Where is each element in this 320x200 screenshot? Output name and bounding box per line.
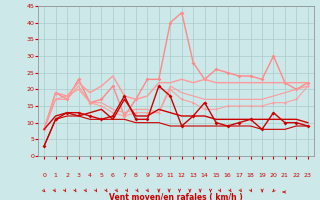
X-axis label: Vent moyen/en rafales ( km/h ): Vent moyen/en rafales ( km/h ): [109, 193, 243, 200]
